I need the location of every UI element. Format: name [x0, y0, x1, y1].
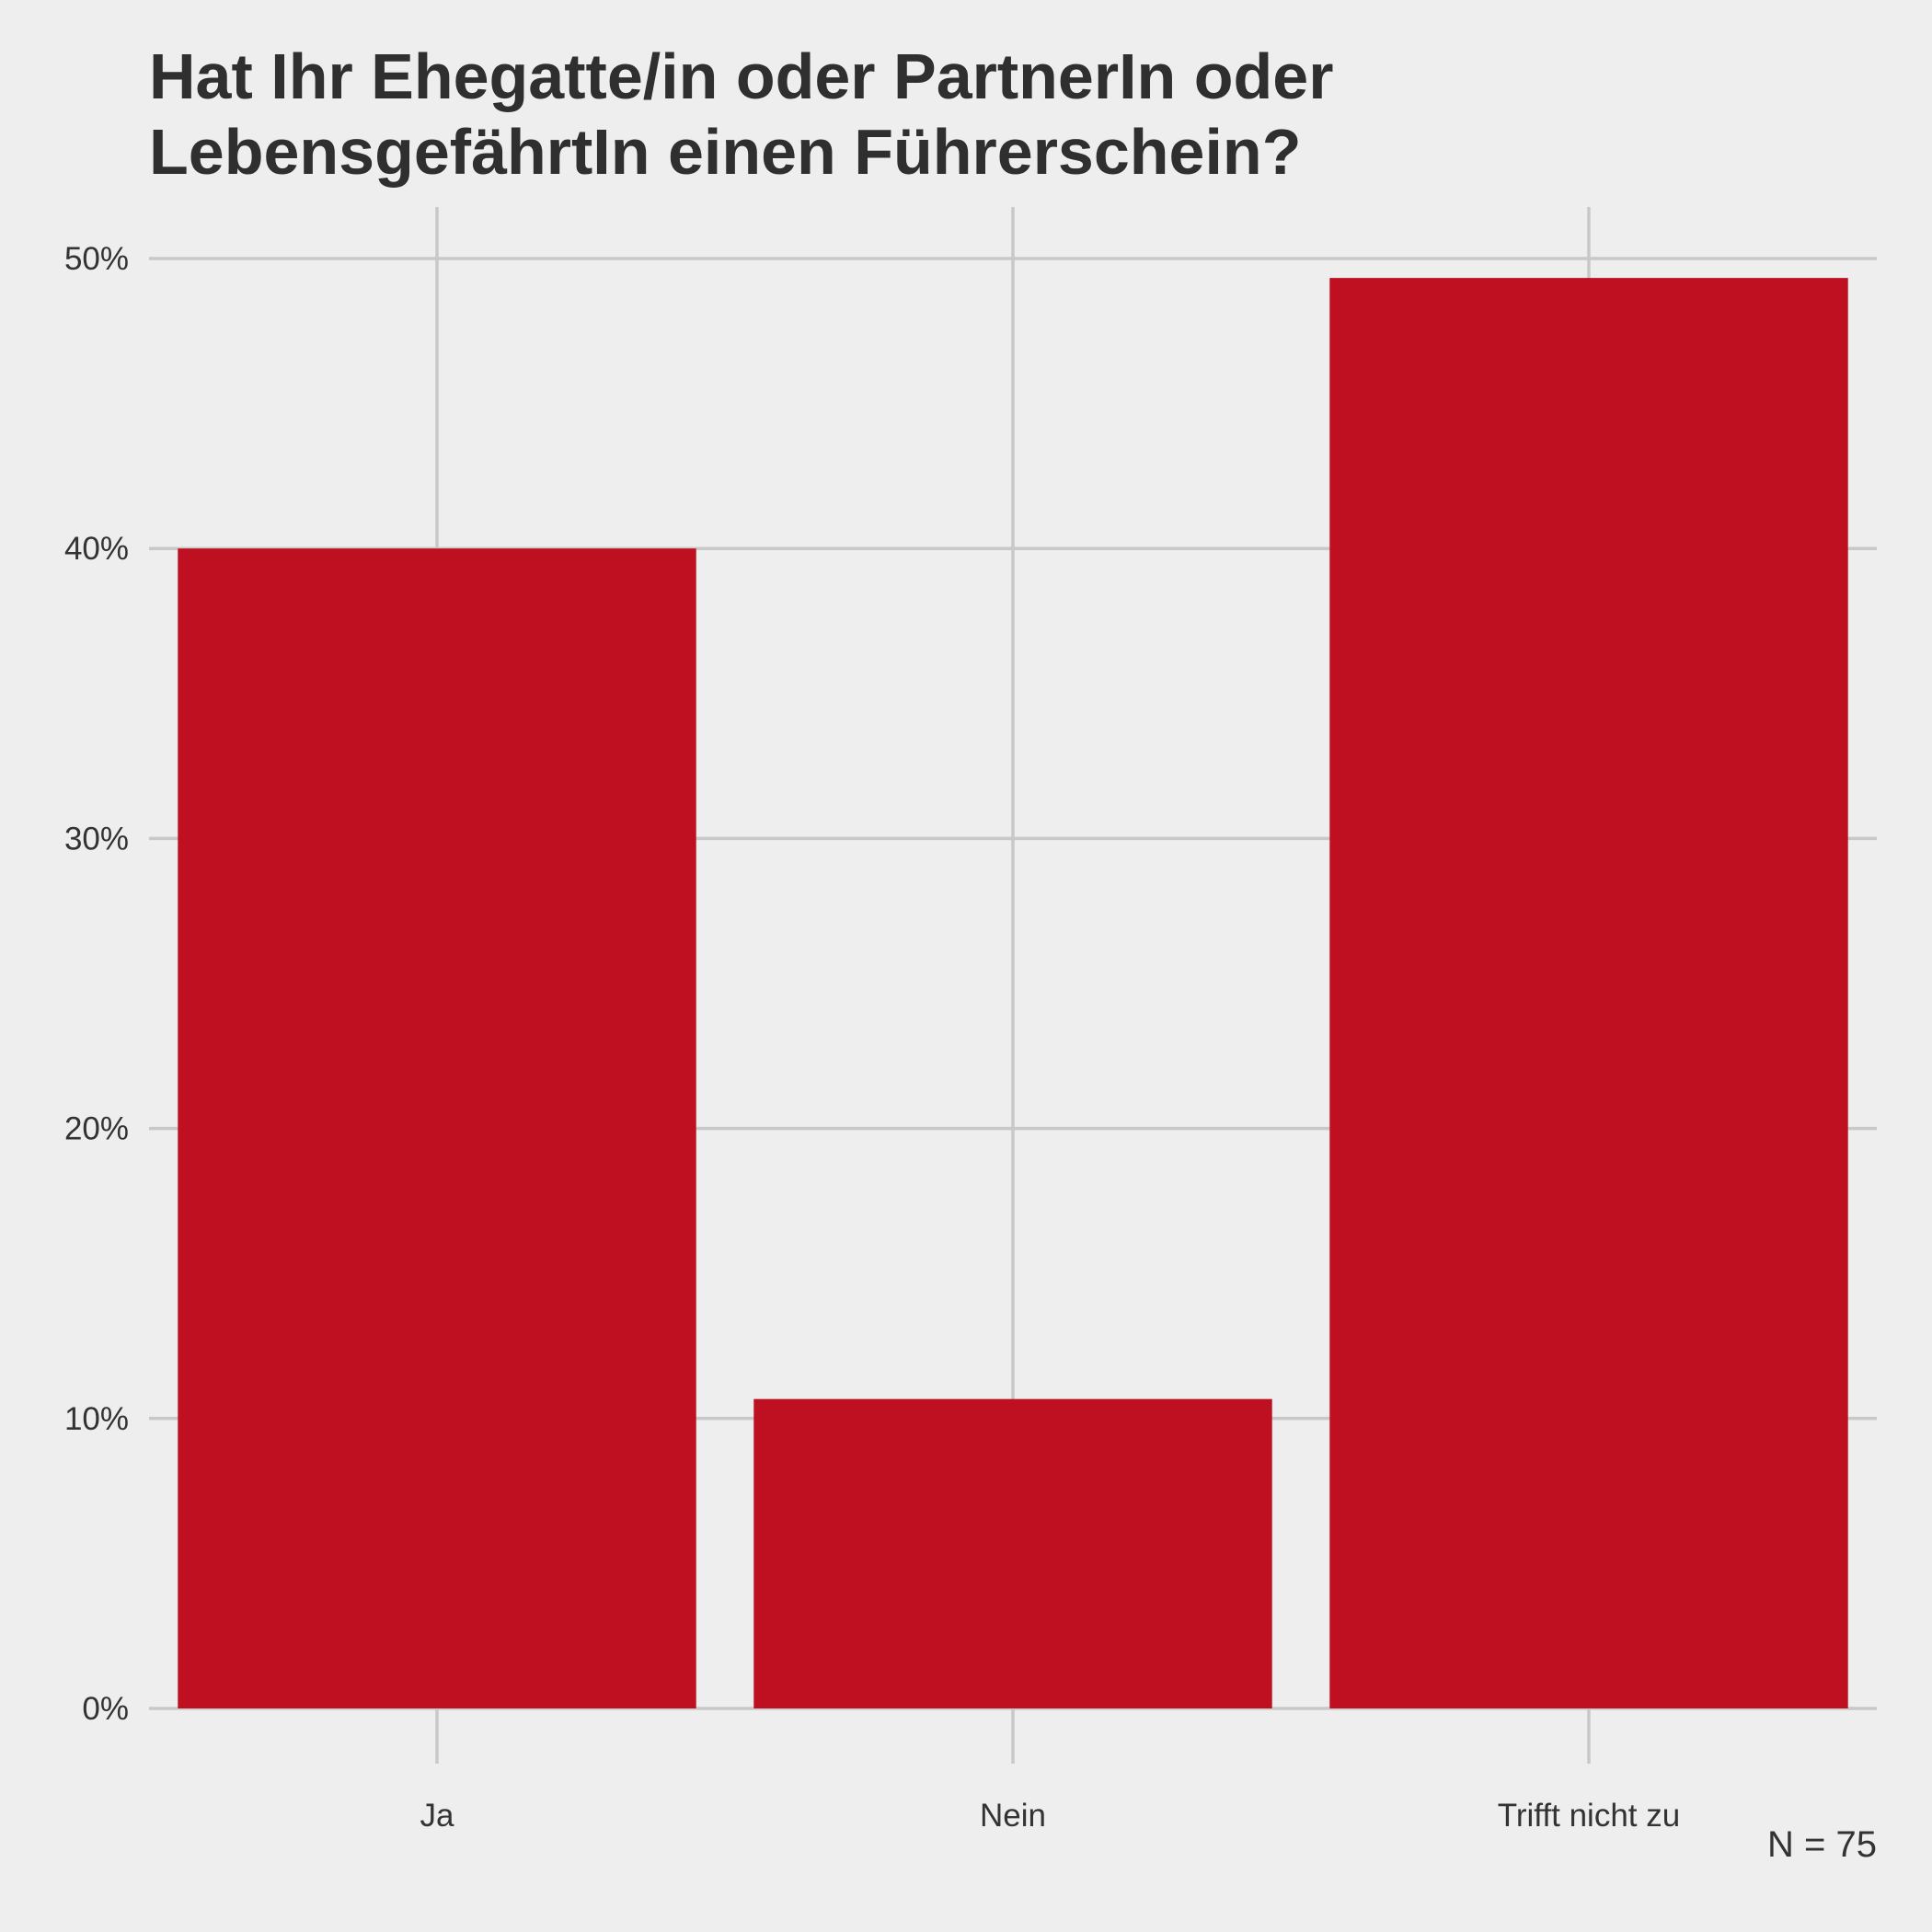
- chart-title: Hat Ihr Ehegatte/in oder PartnerIn oder …: [149, 40, 1334, 188]
- y-tick-label: 30%: [64, 821, 129, 857]
- x-tick-label: Trifft nicht zu: [1498, 1798, 1680, 1834]
- bar-nein: [753, 1398, 1272, 1708]
- y-tick-label: 50%: [64, 241, 129, 277]
- y-tick-label: 0%: [82, 1691, 129, 1727]
- x-tick-label: Nein: [980, 1798, 1046, 1834]
- x-tick-label: Ja: [420, 1798, 455, 1834]
- y-tick-label: 40%: [64, 531, 129, 567]
- bar-ja: [178, 548, 696, 1709]
- x-axis-tick-labels: Ja Nein Trifft nicht zu: [420, 1798, 1681, 1834]
- y-axis-tick-labels: 0% 10% 20% 30% 40% 50%: [64, 241, 129, 1727]
- y-tick-label: 10%: [64, 1401, 129, 1437]
- bar-trifft-nicht-zu: [1329, 278, 1848, 1708]
- y-tick-label: 20%: [64, 1111, 129, 1147]
- bars: [178, 278, 1848, 1709]
- sample-size-caption: N = 75: [1767, 1824, 1877, 1865]
